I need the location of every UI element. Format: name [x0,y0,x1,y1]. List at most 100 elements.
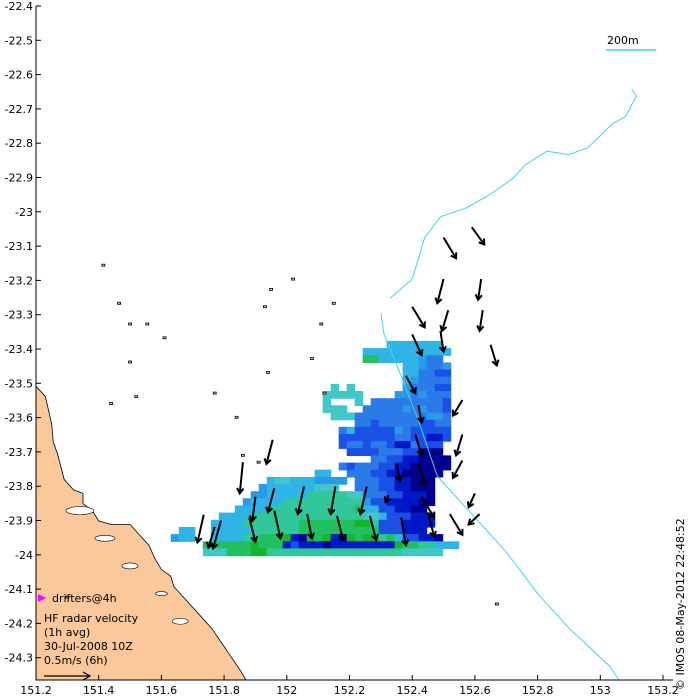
speed-cell [274,505,284,514]
speed-cell [434,419,444,428]
speed-cell [234,527,244,535]
speed-cell [386,527,396,535]
speed-cell [402,548,412,557]
speed-cell [378,433,388,442]
speed-cell [234,505,244,514]
speed-cell [418,484,428,492]
speed-cell [426,383,436,392]
speed-cell [418,355,428,363]
speed-cell [426,355,436,363]
speed-cell [442,405,452,414]
speed-cell [370,441,380,449]
x-tick-label: 153 [590,684,611,697]
velocity-arrow [411,306,426,330]
y-tick-label: -23.9 [5,515,33,528]
speed-cell [418,455,428,464]
speed-cell [402,512,412,521]
velocity-arrow [400,517,410,548]
speed-cell [434,398,444,406]
speed-cell [322,398,332,406]
legend-line-3: 30-Jul-2008 10Z [44,640,133,653]
speed-cell [322,527,332,535]
speed-cell [426,448,436,456]
speed-cell [274,512,284,521]
speed-cell [322,484,332,492]
speed-cell [362,476,372,485]
speed-cell [266,527,276,535]
speed-cell [322,498,332,507]
speed-cell [178,527,188,535]
speed-cell [298,541,308,550]
speed-cell [354,398,364,406]
speed-cell [434,355,444,363]
speed-cell [210,519,220,528]
speed-cell [378,512,388,521]
speed-cell [426,441,436,449]
speed-cell [282,476,292,485]
velocity-arrow [368,515,379,542]
speed-cell [442,383,452,392]
speed-cell [354,448,364,456]
credit-text: © IMOS 08-May-2012 22:48:52 [674,518,687,690]
speed-cell [394,505,404,514]
speed-cell [346,426,356,435]
speed-cell [338,426,348,435]
speed-cell [434,534,444,542]
speed-cell [298,476,308,485]
speed-cell [370,476,380,485]
speed-cell [386,498,396,507]
velocity-arrow [248,496,257,523]
speed-cell [402,519,412,528]
speed-cell [362,462,372,471]
speed-cell [434,541,444,550]
speed-cell [170,534,180,542]
x-tick-label: 153.2 [647,684,679,697]
speed-cell [322,469,332,478]
speed-cell [338,476,348,485]
speed-cell [402,534,412,542]
speed-cell [258,505,268,514]
speed-cell [290,527,300,535]
speed-cell [410,369,420,378]
speed-cell [418,419,428,428]
speed-cell [418,491,428,499]
speed-cell [426,491,436,499]
speed-cell [338,491,348,499]
speed-cell [290,498,300,507]
speed-cell [386,462,396,471]
speed-cell [386,476,396,485]
speed-cell [378,476,388,485]
speed-cell [418,340,428,349]
isobath-200m-line [389,88,637,299]
speed-cell [282,519,292,528]
speed-cell [362,412,372,421]
velocity-arrow [306,513,316,541]
y-tick-label: -23.6 [5,412,33,425]
speed-cell [434,340,444,349]
y-tick-label: -23.5 [5,377,33,390]
speed-cell [402,398,412,406]
speed-cell [266,541,276,550]
speed-cell [370,541,380,550]
speed-cell [370,527,380,535]
speed-cell [314,512,324,521]
speed-cell [394,534,404,542]
speed-cell [186,527,196,535]
speed-cell [394,412,404,421]
speed-cell [274,548,284,557]
speed-cell [378,412,388,421]
speed-cell [426,462,436,471]
velocity-arrow [448,513,464,537]
island [65,595,70,599]
speed-cell [346,412,356,421]
speed-cell [402,412,412,421]
speed-cell [330,498,340,507]
drifter-marker-icon [38,594,46,602]
island [145,322,150,326]
speed-cell [226,541,236,550]
speed-cell [410,405,420,414]
speed-cell [394,348,404,356]
speed-cell [330,412,340,421]
velocity-arrow [273,510,284,541]
speed-cell [370,426,380,435]
